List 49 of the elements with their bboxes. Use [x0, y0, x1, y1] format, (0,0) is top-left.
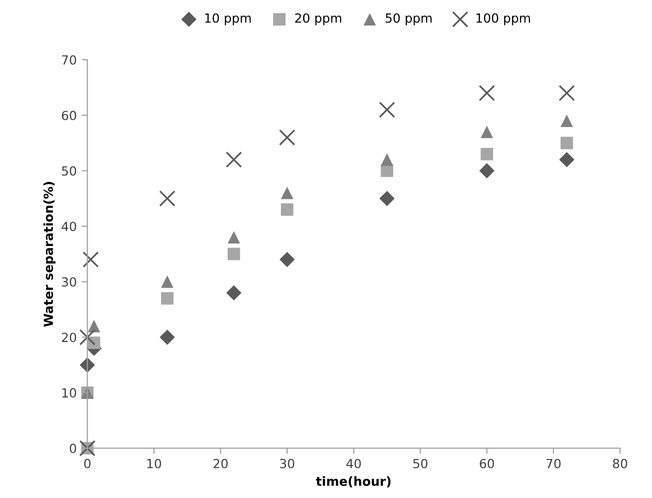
point	[280, 203, 294, 216]
y-tick-label: 20	[62, 332, 76, 342]
point	[82, 251, 99, 268]
point	[560, 136, 573, 150]
point	[226, 285, 242, 300]
point	[480, 148, 494, 160]
y-tick-label: 0	[70, 444, 76, 454]
point	[478, 84, 495, 102]
point	[479, 163, 494, 178]
x-tick-label: 10	[147, 458, 162, 468]
x-tick-label: 70	[546, 458, 561, 468]
y-axis-title: Water separation(%)	[43, 182, 56, 327]
point	[380, 153, 394, 166]
point	[228, 248, 240, 260]
point	[480, 126, 494, 138]
y-tick-label: 60	[62, 110, 76, 120]
point	[379, 190, 395, 206]
legend-label: 100 ppm	[476, 13, 530, 26]
point	[161, 292, 174, 305]
y-tick-label: 40	[62, 222, 76, 232]
point	[159, 190, 176, 207]
legend-label: 20 ppm	[295, 13, 342, 26]
y-tick-label: 70	[62, 55, 76, 65]
point	[161, 276, 174, 288]
point	[228, 231, 240, 244]
point	[560, 114, 573, 128]
point	[88, 320, 100, 332]
legend-label: 50 ppm	[386, 13, 432, 26]
x-tick-label: 40	[346, 458, 361, 468]
x-tick-label: 30	[280, 458, 294, 468]
x-tick-label: 50	[413, 458, 428, 468]
point	[558, 84, 575, 102]
x-tick-label: 0	[84, 458, 91, 468]
point	[226, 152, 242, 168]
point	[279, 129, 296, 146]
point	[79, 329, 96, 346]
point	[559, 152, 574, 168]
x-axis-title: time(hour)	[316, 476, 391, 488]
x-tick-label: 60	[480, 458, 494, 468]
point	[280, 252, 295, 268]
y-tick-label: 10	[62, 388, 76, 398]
point	[378, 102, 396, 118]
y-tick-label: 50	[62, 166, 76, 176]
point	[160, 330, 175, 345]
y-tick-label: 30	[62, 277, 76, 287]
x-tick-label: 80	[612, 458, 628, 468]
legend-label: 10 ppm	[205, 13, 251, 26]
point	[280, 186, 294, 200]
x-tick-label: 20	[214, 458, 228, 468]
